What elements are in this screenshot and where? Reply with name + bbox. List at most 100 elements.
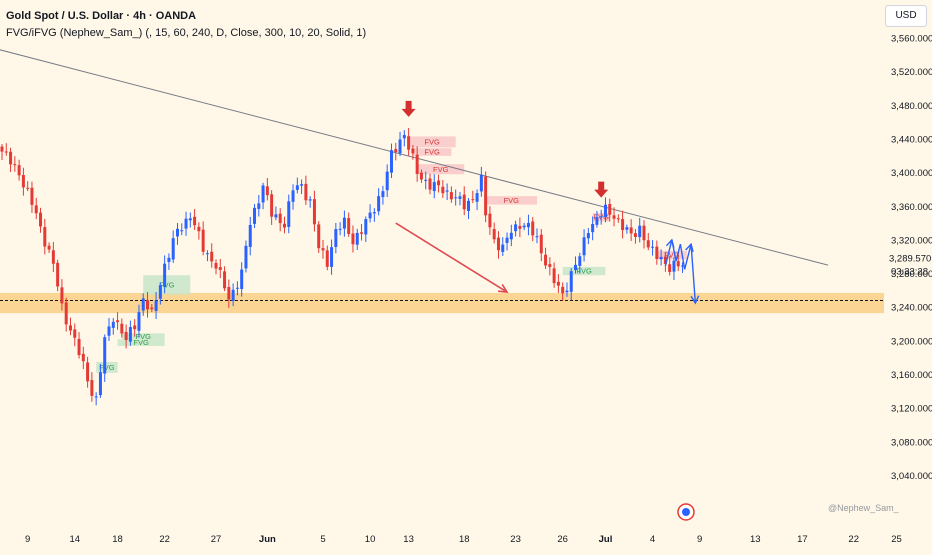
candle (68, 317, 72, 336)
indicator-legend[interactable]: FVG/iFVG (Nephew_Sam_) (, 15, 60, 240, D… (6, 27, 367, 39)
candle (240, 262, 244, 297)
symbol-title[interactable]: Gold Spot / U.S. Dollar · 4h · OANDA (6, 10, 197, 22)
candle (509, 224, 513, 247)
candle (351, 225, 355, 253)
candle (676, 252, 680, 271)
candle-body (193, 216, 197, 226)
fvg-label: FVG (424, 137, 440, 146)
price-axis-label: 3,200.000 (891, 336, 932, 347)
candle (146, 292, 150, 318)
time-axis-label: 13 (403, 534, 414, 545)
candle (672, 257, 676, 280)
candle (638, 217, 642, 243)
candle-body (368, 212, 372, 219)
candle-body (133, 325, 137, 330)
candle-body (137, 312, 141, 331)
candle-body (591, 224, 595, 233)
candle (244, 240, 248, 273)
candle (432, 174, 436, 199)
candle-body (415, 154, 419, 174)
candle-body (475, 193, 479, 202)
candle (227, 279, 231, 308)
candle (141, 293, 145, 316)
candle-body (39, 212, 43, 227)
candle-body (574, 264, 578, 271)
candle-body (128, 327, 132, 342)
time-axis-label: 23 (510, 534, 521, 545)
candle (445, 183, 449, 201)
candle (184, 211, 188, 236)
candle-body (351, 233, 355, 245)
candle-body (282, 223, 286, 228)
candle-body (582, 237, 586, 256)
candle-body (651, 246, 655, 248)
candle-body (30, 187, 34, 205)
price-axis-label: 3,160.000 (891, 370, 932, 381)
price-axis[interactable]: 3,560.000 3,520.000 3,480.000 3,440.000 3,40… (891, 34, 932, 483)
candle (407, 128, 411, 156)
price-axis-label: 3,280.000 (891, 269, 932, 280)
time-axis-label: 9 (25, 534, 30, 545)
candle-body (595, 217, 599, 225)
candle (312, 190, 316, 232)
candle-body (205, 253, 209, 255)
candle-body (531, 221, 535, 236)
candle-body (518, 225, 522, 229)
candle (291, 184, 295, 210)
currency-label[interactable]: USD (885, 5, 927, 27)
candle-body (175, 228, 179, 237)
candle-body (77, 338, 81, 356)
candle (180, 223, 184, 236)
candle-body (672, 260, 676, 272)
candle-body (291, 190, 295, 202)
candle (133, 319, 137, 337)
candle (646, 233, 650, 251)
fvg-label: FVG (664, 251, 680, 260)
candle-body (608, 204, 612, 215)
candle (197, 222, 201, 240)
candle-body (526, 222, 530, 228)
candle (663, 251, 667, 272)
candle (586, 228, 590, 245)
candle (449, 186, 453, 203)
candle-body (544, 254, 548, 266)
candle-body (111, 321, 115, 328)
candle-body (240, 269, 244, 290)
candle-body (458, 196, 462, 199)
candle-body (60, 287, 64, 304)
candle (642, 220, 646, 249)
candle-body (411, 148, 415, 154)
candle-body (158, 285, 162, 299)
candle (308, 196, 312, 208)
fvg-label: FVG (99, 363, 115, 372)
fvg-zone-bull (143, 275, 191, 295)
candle-body (26, 187, 30, 189)
candle-body (629, 227, 633, 234)
candle (535, 228, 539, 244)
candle (265, 178, 269, 201)
candle (278, 208, 282, 232)
candle (175, 223, 179, 245)
candle (218, 258, 222, 279)
candle (522, 222, 526, 231)
candle-body (201, 229, 205, 252)
candle (274, 206, 278, 221)
candle (282, 216, 286, 234)
candle-body (103, 337, 107, 374)
candle (325, 245, 329, 271)
candle (368, 204, 372, 223)
candle (163, 255, 167, 294)
fvg-label: FVG (133, 338, 149, 347)
candle-body (56, 262, 60, 287)
time-axis[interactable]: 9 14 18 22 27 Jun 5 10 13 18 23 26 Jul 4 9 13 17 22 25 (25, 534, 902, 545)
candle-body (180, 230, 184, 232)
zones-layer: FVGFVGFVGFVGFVGFVGFVGFVGFVGFVGFVG (0, 136, 884, 373)
annotations-layer (395, 100, 700, 521)
candle-body (496, 237, 500, 251)
candle (475, 189, 479, 211)
candle-body (244, 245, 248, 269)
candle-body (377, 196, 381, 212)
time-axis-label: 26 (557, 534, 568, 545)
